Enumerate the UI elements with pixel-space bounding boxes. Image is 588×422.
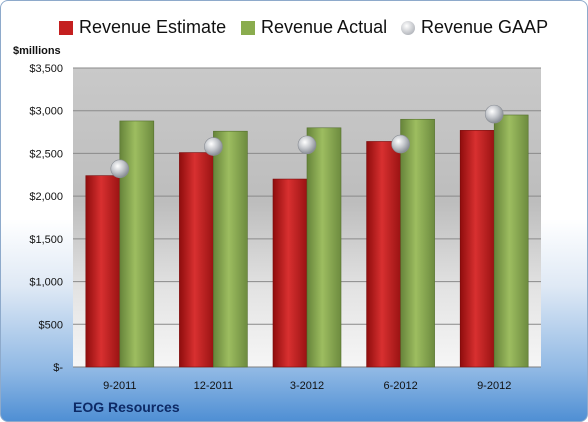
y-tick-label: $500 bbox=[39, 319, 63, 331]
y-tick-label: $2,000 bbox=[29, 191, 63, 203]
bar-revenue-estimate bbox=[179, 152, 214, 368]
bar-revenue-actual bbox=[306, 127, 342, 368]
x-tick-label: 3-2012 bbox=[290, 380, 324, 392]
y-tick-label: $1,000 bbox=[29, 277, 63, 289]
y-tick-label: $3,000 bbox=[29, 106, 63, 118]
bar-revenue-estimate bbox=[459, 130, 495, 368]
bar-revenue-actual bbox=[213, 130, 248, 368]
marker-revenue-gaap bbox=[391, 134, 410, 154]
bar-revenue-estimate bbox=[366, 141, 401, 368]
x-tick-label: 9-2012 bbox=[477, 380, 511, 392]
legend-item-estimate: Revenue Estimate bbox=[59, 17, 226, 38]
x-tick-label: 9-2011 bbox=[103, 380, 136, 392]
legend-swatch-estimate bbox=[59, 20, 73, 35]
legend-item-gaap: Revenue GAAP bbox=[401, 17, 548, 38]
chart-legend: Revenue Estimate Revenue Actual Revenue … bbox=[1, 17, 587, 41]
legend-swatch-actual bbox=[241, 20, 255, 35]
bar-revenue-actual bbox=[400, 118, 435, 368]
y-tick-label: $2,500 bbox=[29, 148, 63, 160]
y-tick-label: $3,500 bbox=[29, 63, 63, 75]
bar-revenue-estimate bbox=[85, 175, 121, 368]
bar-revenue-actual bbox=[119, 120, 155, 368]
marker-revenue-gaap bbox=[297, 135, 317, 155]
company-name: EOG Resources bbox=[73, 399, 180, 415]
legend-item-actual: Revenue Actual bbox=[241, 17, 387, 38]
bar-revenue-estimate bbox=[272, 178, 308, 368]
y-axis-label: $millions bbox=[13, 45, 61, 57]
legend-label-actual: Revenue Actual bbox=[261, 17, 388, 37]
y-tick-label: $1,500 bbox=[29, 234, 63, 246]
x-tick-label: 12-2011 bbox=[194, 380, 234, 392]
legend-label-estimate: Revenue Estimate bbox=[79, 17, 227, 37]
legend-label-gaap: Revenue GAAP bbox=[421, 17, 549, 37]
y-tick-label: $- bbox=[53, 362, 63, 374]
marker-revenue-gaap bbox=[484, 104, 504, 124]
x-tick-label: 6-2012 bbox=[383, 380, 417, 392]
legend-swatch-gaap bbox=[401, 20, 415, 35]
marker-revenue-gaap bbox=[110, 159, 130, 179]
marker-revenue-gaap bbox=[204, 137, 223, 156]
bar-revenue-actual bbox=[493, 114, 529, 368]
